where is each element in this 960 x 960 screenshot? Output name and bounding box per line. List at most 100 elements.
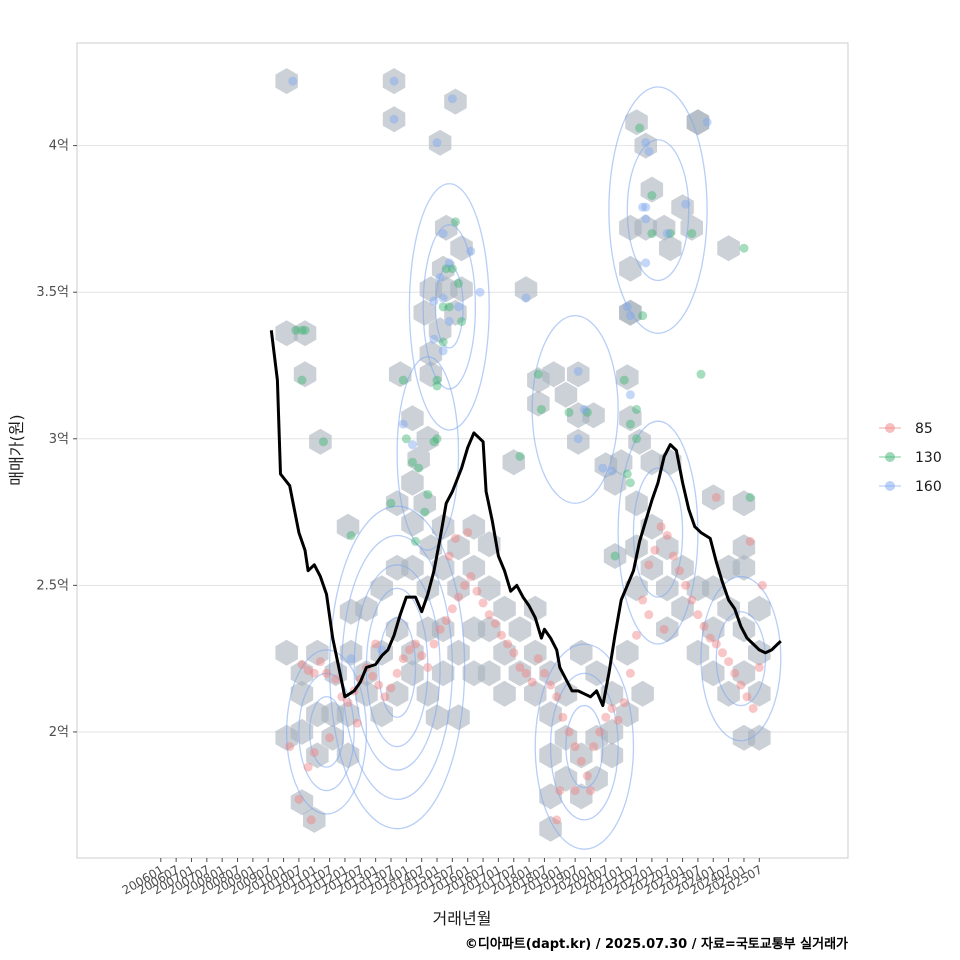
hex-bin-154 (275, 639, 298, 666)
point-85-56 (644, 560, 654, 570)
hex-bin-7 (625, 109, 648, 136)
point-85-19 (417, 651, 427, 661)
point-85-43 (564, 727, 574, 737)
hex-bin-82 (732, 660, 756, 687)
point-85-68 (717, 648, 727, 658)
contour-5-0 (408, 183, 490, 431)
hex-bin-4 (428, 129, 452, 156)
point-160-28 (641, 214, 651, 224)
point-130-23 (454, 278, 464, 288)
legend-key-2 (885, 481, 895, 491)
hex-bin-131 (508, 660, 532, 687)
hex-bin-3 (444, 88, 467, 115)
hex-bin-34 (293, 361, 317, 388)
point-130-8 (401, 434, 411, 444)
point-130-12 (429, 437, 439, 447)
hex-bin-138 (585, 660, 608, 687)
hex-bin-73 (671, 595, 694, 622)
y-tick-label-2: 3억 (49, 432, 69, 447)
point-160-4 (432, 138, 442, 148)
contour-3-1 (632, 467, 684, 598)
contour-0-0 (328, 505, 466, 830)
hex-bin-121 (355, 680, 378, 707)
point-85-0 (297, 660, 307, 670)
legend-label-2: 160 (915, 479, 942, 495)
point-85-32 (496, 630, 506, 640)
point-85-88 (585, 786, 595, 796)
point-130-46 (745, 492, 755, 502)
point-160-13 (454, 302, 464, 312)
point-85-37 (527, 677, 537, 687)
hex-bin-15 (659, 235, 682, 262)
contour-8-0 (531, 314, 619, 504)
point-85-2 (309, 668, 319, 678)
hex-bin-76 (732, 554, 756, 581)
hex-bin-109 (493, 639, 516, 666)
point-160-20 (573, 366, 583, 376)
point-130-25 (450, 217, 460, 227)
contour-0-1 (341, 534, 454, 801)
hex-bin-103 (447, 575, 470, 602)
point-160-5 (641, 138, 651, 148)
hex-bin-78 (717, 595, 740, 622)
point-85-35 (515, 662, 525, 672)
hex-bin-140 (616, 639, 639, 666)
point-85-40 (546, 680, 556, 690)
hex-bin-38 (407, 446, 430, 473)
point-130-41 (647, 229, 657, 239)
point-85-73 (748, 703, 758, 713)
point-160-29 (662, 229, 672, 239)
contour-0-2 (353, 564, 441, 771)
contour-2-1 (549, 672, 619, 821)
point-160-30 (641, 258, 651, 268)
point-130-44 (696, 369, 706, 379)
hex-bin-99 (431, 554, 455, 581)
hex-bin-17 (717, 235, 740, 262)
point-130-13 (432, 434, 442, 444)
hex-bin-129 (477, 660, 501, 687)
point-85-93 (745, 536, 755, 546)
legend-label-0: 85 (915, 421, 933, 437)
point-85-87 (570, 786, 580, 796)
point-160-37 (641, 202, 651, 212)
point-85-29 (478, 598, 488, 608)
y-tick-label-3: 3.5억 (36, 285, 69, 300)
point-85-47 (589, 742, 599, 752)
point-160-9 (444, 258, 454, 268)
point-85-26 (460, 580, 470, 590)
point-130-22 (447, 264, 457, 274)
hex-bin-28 (444, 299, 467, 326)
contour-7-0 (396, 356, 460, 551)
point-130-9 (407, 457, 417, 467)
point-85-67 (711, 639, 721, 649)
contour-6-0 (608, 86, 708, 334)
hex-bin-107 (508, 616, 532, 643)
hex-bin-125 (416, 680, 440, 707)
point-130-39 (635, 123, 645, 133)
hex-bin-97 (401, 554, 424, 581)
point-130-4 (318, 437, 328, 447)
hex-bin-130 (493, 680, 516, 707)
y-tick-label-1: 2.5억 (36, 578, 69, 593)
point-85-61 (674, 566, 684, 576)
hex-bin-41 (413, 490, 436, 517)
point-160-16 (466, 246, 476, 256)
point-160-1 (389, 76, 399, 86)
hex-bin-89 (748, 724, 771, 751)
hex-bin-48 (542, 361, 565, 388)
point-130-33 (625, 478, 635, 488)
hex-bin-83 (717, 680, 740, 707)
point-85-53 (625, 668, 635, 678)
point-85-76 (450, 533, 460, 543)
scatter-points (285, 76, 767, 825)
point-130-11 (420, 507, 430, 517)
point-160-17 (475, 287, 485, 297)
hex-bin-94 (355, 595, 378, 622)
hex-bin-60 (609, 449, 633, 476)
point-160-0 (288, 76, 298, 86)
point-85-3 (315, 657, 325, 667)
point-130-30 (582, 407, 592, 417)
point-85-22 (435, 624, 445, 634)
point-130-0 (291, 325, 301, 335)
